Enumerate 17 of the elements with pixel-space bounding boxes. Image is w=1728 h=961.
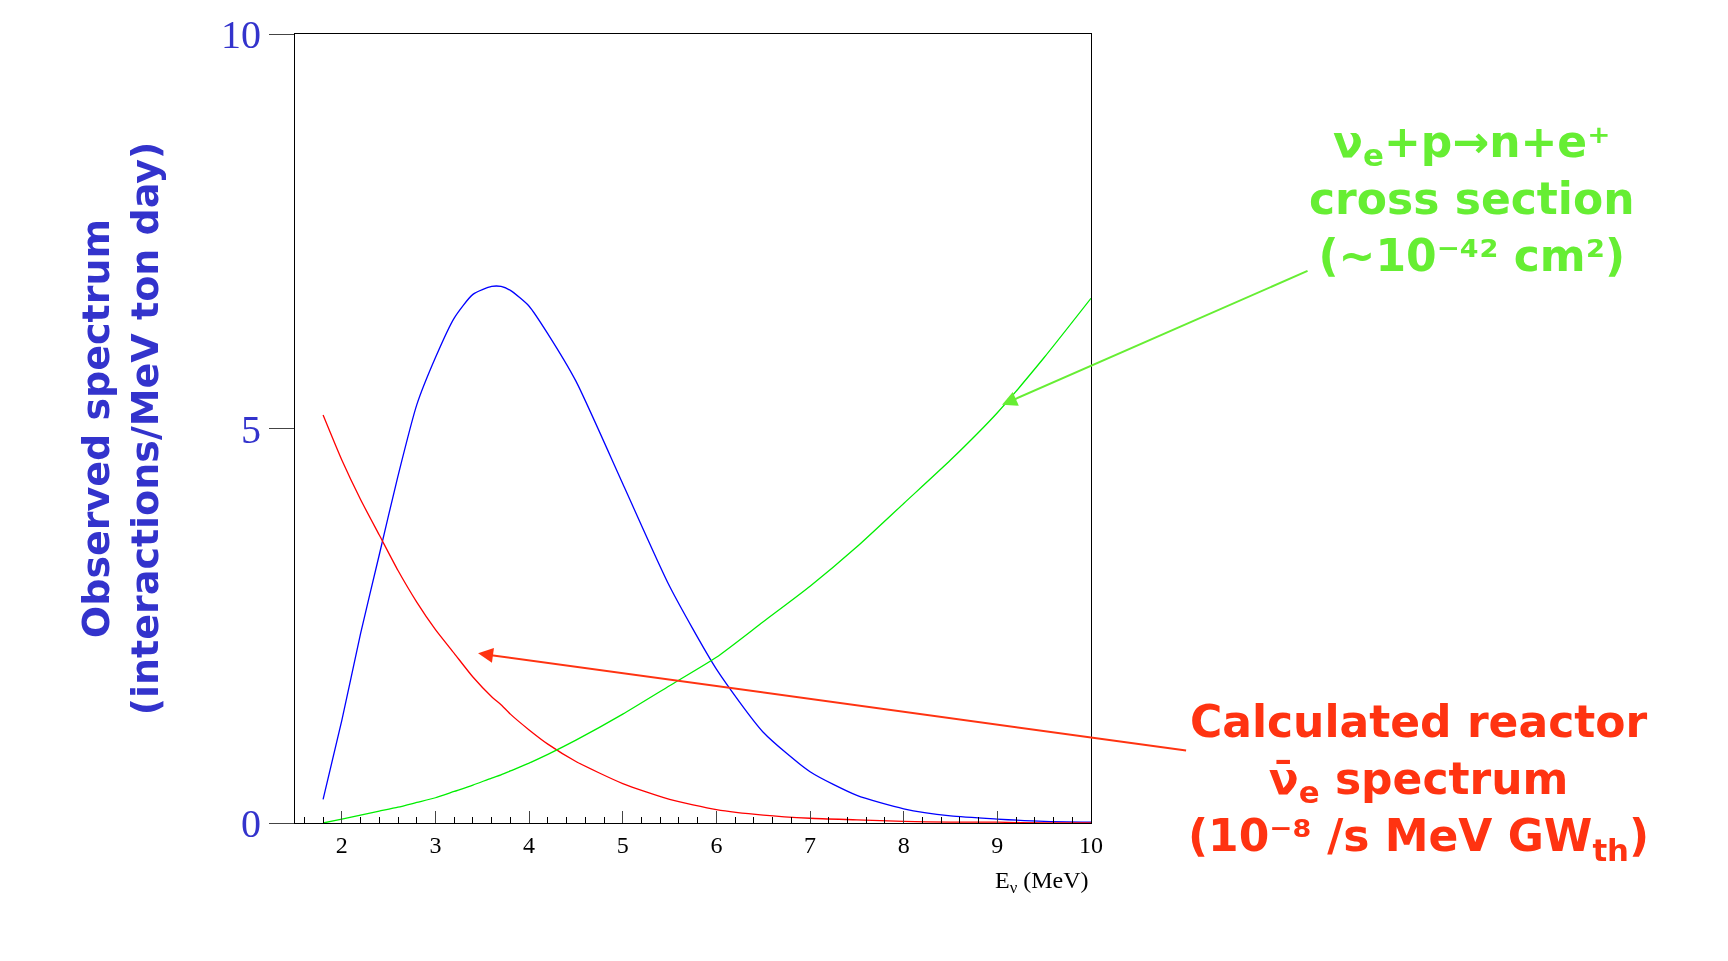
x-tick-label: 3 xyxy=(429,831,442,858)
text: Calculated reactor ν̄$_{e}$ spectrum (10⁻⁸ /s MeV GW$_{th}$) xyxy=(1188,696,1650,868)
x-tick-label: 4 xyxy=(523,831,536,858)
x-axis-title: E$_{ν}$ (MeV) xyxy=(995,867,1089,898)
y-tick-label: 10 xyxy=(221,12,261,57)
y-tick-label: 0 xyxy=(241,801,261,846)
x-tick-label: 10 xyxy=(1079,831,1103,858)
line-series xyxy=(322,414,1091,823)
x-tick-label: 9 xyxy=(991,831,1004,858)
annotation: ν$_{e}$+p→n+e⁺ cross section (~10⁻⁴² cm²) xyxy=(1309,116,1635,282)
x-tick-label: 8 xyxy=(897,831,910,858)
x-tick-label: 5 xyxy=(616,831,629,858)
x-tick-label: 2 xyxy=(335,831,348,858)
y-tick-label: 5 xyxy=(241,406,261,452)
x-tick-label: 6 xyxy=(710,831,723,858)
x-tick-label: 7 xyxy=(804,831,817,858)
y-axis-title: Observed spectrum (interactions/MeV ton day) xyxy=(73,141,168,716)
